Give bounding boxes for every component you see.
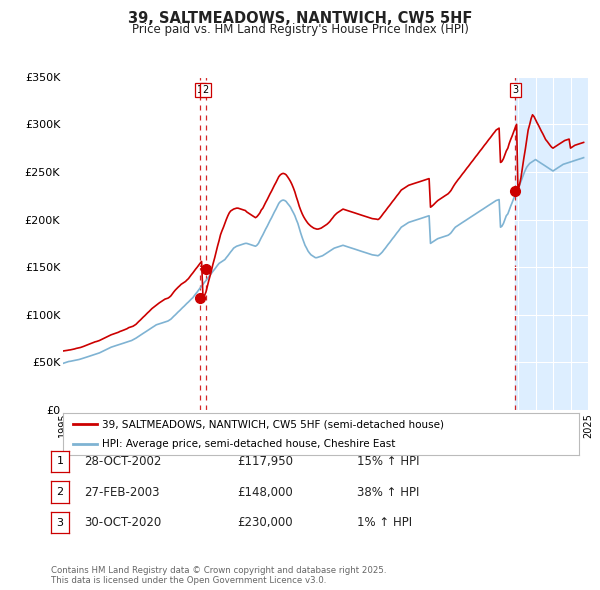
Text: 1% ↑ HPI: 1% ↑ HPI	[357, 516, 412, 529]
Text: 39, SALTMEADOWS, NANTWICH, CW5 5HF: 39, SALTMEADOWS, NANTWICH, CW5 5HF	[128, 11, 472, 25]
Text: 1: 1	[197, 85, 203, 95]
Text: 39, SALTMEADOWS, NANTWICH, CW5 5HF (semi-detached house): 39, SALTMEADOWS, NANTWICH, CW5 5HF (semi…	[101, 419, 444, 430]
Text: Price paid vs. HM Land Registry's House Price Index (HPI): Price paid vs. HM Land Registry's House …	[131, 23, 469, 36]
Text: 2: 2	[203, 85, 209, 95]
Text: 28-OCT-2002: 28-OCT-2002	[84, 455, 161, 468]
Bar	[515, 77, 588, 410]
Text: 3: 3	[56, 518, 64, 527]
Text: Contains HM Land Registry data © Crown copyright and database right 2025.
This d: Contains HM Land Registry data © Crown c…	[51, 566, 386, 585]
Text: 30-OCT-2020: 30-OCT-2020	[84, 516, 161, 529]
Text: £117,950: £117,950	[237, 455, 293, 468]
Text: 2: 2	[56, 487, 64, 497]
Text: 15% ↑ HPI: 15% ↑ HPI	[357, 455, 419, 468]
Text: 1: 1	[56, 457, 64, 466]
Text: 38% ↑ HPI: 38% ↑ HPI	[357, 486, 419, 499]
Text: £148,000: £148,000	[237, 486, 293, 499]
Text: 3: 3	[512, 85, 518, 95]
Text: 27-FEB-2003: 27-FEB-2003	[84, 486, 160, 499]
Text: £230,000: £230,000	[237, 516, 293, 529]
Text: HPI: Average price, semi-detached house, Cheshire East: HPI: Average price, semi-detached house,…	[101, 439, 395, 449]
